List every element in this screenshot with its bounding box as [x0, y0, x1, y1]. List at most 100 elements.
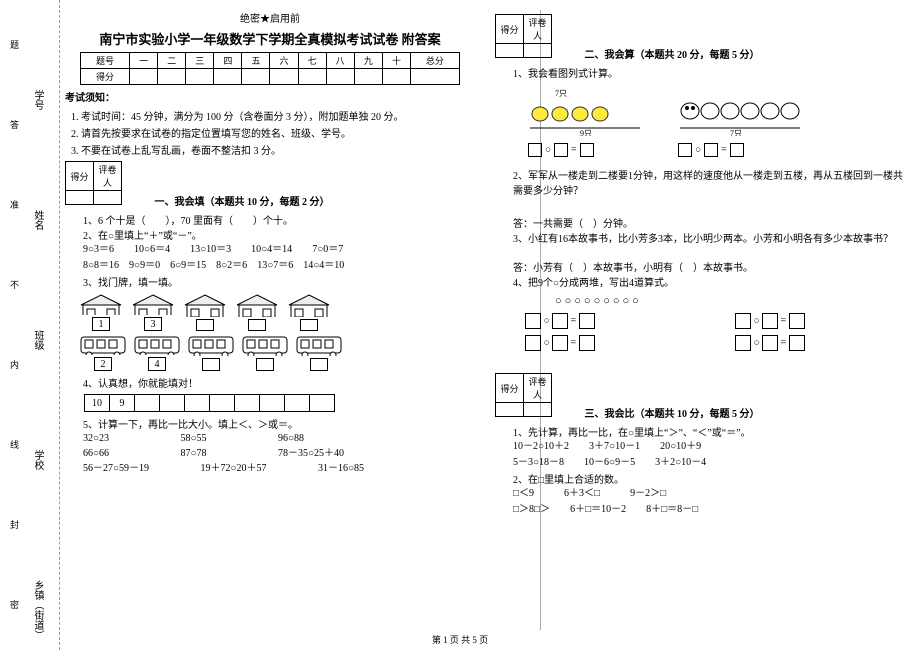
eq: □＞8□＞	[513, 504, 550, 515]
strip-cell	[209, 394, 235, 412]
strip-cell	[184, 394, 210, 412]
scorebox-label: 得分	[496, 374, 524, 403]
number-strip: 10 9	[85, 394, 475, 412]
q3-2: 2、在□里填上合适的数。	[513, 471, 905, 486]
seal-mark: 题	[8, 40, 21, 49]
chicks-icon: 7只 9只 ○=	[525, 86, 645, 161]
eq: 3＋7○10－1	[589, 441, 640, 452]
compare-pair: 58○55	[181, 431, 276, 446]
score-table-cell	[382, 69, 410, 85]
scorebox-blank	[66, 191, 94, 205]
grid-equation: ○ =	[525, 335, 695, 351]
eq: 3＋2○10－4	[655, 457, 706, 468]
scorebox-blank	[524, 403, 552, 417]
seal-mark: 密	[8, 600, 21, 609]
q1-4: 4、认真想，你就能填对！	[83, 375, 475, 390]
question-text: 我会看图列式计算。	[528, 69, 618, 80]
score-table-cell: 三	[186, 53, 214, 69]
train-row: 2 4	[79, 335, 475, 371]
score-table-cell: 七	[298, 53, 326, 69]
section-1-title: 一、我会填（本题共 10 分，每题 2 分）	[155, 197, 330, 208]
compare-pair: 87○78	[181, 446, 276, 461]
binding-margin: 乡镇（街道） 学校 班级 姓名 学号 密 封 线 内 不 准 答 题	[0, 0, 60, 650]
exam-title: 南宁市实验小学一年级数学下学期全真模拟考试试卷 附答案	[65, 29, 475, 48]
scorebox-blank	[94, 191, 122, 205]
seal-mark: 线	[8, 440, 21, 449]
scorebox-label: 得分	[496, 15, 524, 44]
score-table-cell: 题号	[81, 53, 130, 69]
scorebox-blank	[524, 44, 552, 58]
seal-mark: 准	[8, 200, 21, 209]
score-table-cell	[354, 69, 382, 85]
eq: 8○2＝6	[216, 260, 247, 271]
eq: 10○4＝14	[251, 244, 292, 255]
scorebox-label: 评卷人	[94, 162, 122, 191]
train-icon: 2	[79, 335, 127, 371]
binding-label: 班级	[30, 330, 45, 350]
score-table-cell	[186, 69, 214, 85]
score-table-cell	[298, 69, 326, 85]
notice-item: 请首先按要求在试卷的指定位置填写您的姓名、班级、学号。	[81, 125, 475, 140]
score-table: 题号 一 二 三 四 五 六 七 八 九 十 总分 得分	[80, 52, 460, 85]
house-number	[300, 319, 318, 331]
compare-pair: 66○66	[83, 446, 178, 461]
eq: 13○10＝3	[190, 244, 231, 255]
question-text: 小红有16本故事书，比小芳多3本，比小明少两本。小芳和小明各有多少本故事书？	[528, 234, 893, 245]
house-icon: 3	[131, 293, 175, 331]
house-number: 3	[144, 317, 162, 331]
seal-mark: 内	[8, 360, 21, 369]
score-table-cell: 八	[326, 53, 354, 69]
notice-item: 考试时间：45 分钟，满分为 100 分（含卷面分 3 分），附加题单独 20 …	[81, 108, 475, 123]
score-table-cell: 十	[382, 53, 410, 69]
train-number	[202, 358, 220, 371]
score-table-cell: 总分	[410, 53, 459, 69]
question-text: 在○里填上“＋”或“－”。	[98, 231, 202, 242]
question-text: 认真想，你就能填对！	[98, 379, 198, 390]
question-text: 计算一下，再比一比大小。填上＜、＞或＝。	[98, 420, 298, 431]
strip-cell	[284, 394, 310, 412]
eq: 10－6○9－5	[584, 457, 635, 468]
question-text: 6 个十是（ ），70 里面有（ ）个十。	[98, 216, 293, 227]
train-icon	[295, 335, 343, 371]
q2-2-answer: 答：一共需要（ ）分钟。	[513, 215, 905, 230]
eq: 8＋□＝8－□	[646, 504, 698, 515]
score-table-cell: 九	[354, 53, 382, 69]
binding-label: 学校	[30, 450, 45, 470]
score-table-cell: 四	[214, 53, 242, 69]
eq: 9○9＝0	[129, 260, 160, 271]
score-minibox: 得分评卷人	[495, 14, 552, 58]
equation-grid: ○ = ○ = ○ = ○ =	[525, 313, 905, 351]
seal-mark: 不	[8, 280, 21, 289]
question-text: 把9个○分成两堆，写出4道算式。	[528, 278, 674, 289]
house-icon: 1	[79, 293, 123, 331]
q2-3-answer: 答：小芳有（ ）本故事书，小明有（ ）本故事书。	[513, 259, 905, 274]
score-minibox: 得分评卷人	[65, 161, 122, 205]
binding-label: 学号	[30, 90, 45, 110]
train-icon	[187, 335, 235, 371]
eq: 6＋3＜□	[564, 488, 600, 499]
compare-pair: 32○23	[83, 431, 178, 446]
grid-equation: ○ =	[735, 335, 905, 351]
house-number	[248, 319, 266, 331]
strip-cell	[234, 394, 260, 412]
eq: 8○8＝16	[83, 260, 119, 271]
equation-block: □＜9 6＋3＜□ 9－2＞□ □＞8□＞ 6＋□＝10－2 8＋□＝8－□	[513, 486, 905, 518]
strip-cell: 9	[109, 394, 135, 412]
seal-mark: 答	[8, 120, 21, 129]
eq: 10○6＝4	[134, 244, 170, 255]
scorebox-blank	[496, 403, 524, 417]
score-table-cell	[242, 69, 270, 85]
score-table-cell	[270, 69, 298, 85]
q2-3: 3、小红有16本故事书，比小芳多3本，比小明少两本。小芳和小明各有多少本故事书？	[513, 230, 905, 245]
strip-cell	[259, 394, 285, 412]
score-table-cell: 六	[270, 53, 298, 69]
train-number	[256, 358, 274, 371]
pandas-icon: 7只 ○=	[675, 86, 805, 161]
grid-equation: ○ =	[735, 313, 905, 329]
notice-heading: 考试须知：	[65, 89, 475, 104]
grid-equation: ○ =	[525, 313, 695, 329]
box-equation: ○=	[675, 143, 805, 157]
section-2-title: 二、我会算（本题共 20 分，每题 5 分）	[585, 50, 760, 61]
scorebox-label: 得分	[66, 162, 94, 191]
score-table-cell: 五	[242, 53, 270, 69]
